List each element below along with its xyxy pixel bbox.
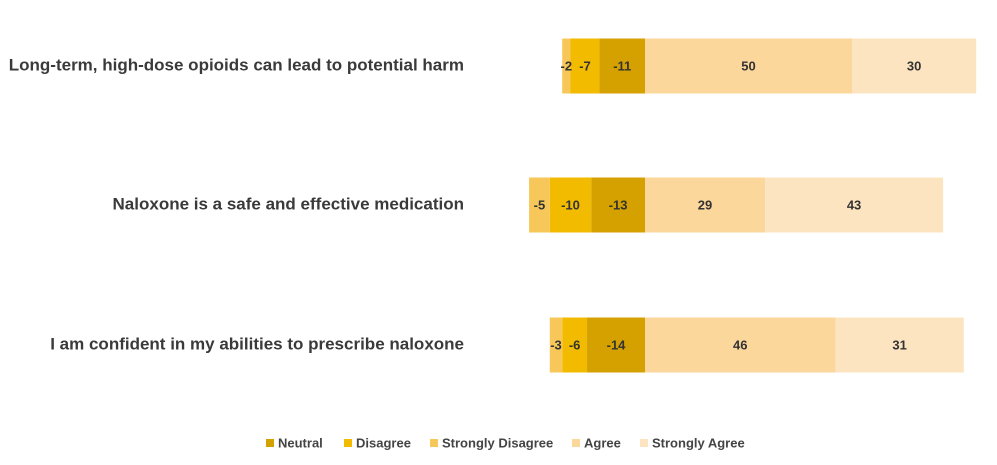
legend-label: Strongly Agree: [652, 435, 745, 450]
bar-segment: [765, 177, 944, 233]
bars: -11 -7 -2 50 30 -13 -10 -5 29 43 -14 -6 -3 46 31: [529, 38, 977, 373]
data-label: -13: [609, 197, 628, 212]
category-label: Long-term, high-dose opioids can lead to…: [9, 55, 464, 74]
legend-label: Agree: [584, 435, 621, 450]
bar-segment: [587, 317, 645, 373]
legend-label: Strongly Disagree: [442, 435, 553, 450]
legend-swatch: [572, 439, 580, 447]
data-label: -5: [534, 197, 546, 212]
bar-segment: [570, 38, 600, 94]
bar-segment: [591, 177, 645, 233]
data-label: -3: [550, 337, 562, 352]
bar-segment: [645, 177, 766, 233]
data-label: -11: [613, 58, 631, 73]
category-labels: Long-term, high-dose opioids can lead to…: [9, 55, 464, 353]
data-label: -14: [607, 337, 627, 352]
bar-segment: [529, 177, 550, 233]
data-label: 43: [847, 197, 861, 212]
category-label: I am confident in my abilities to prescr…: [50, 334, 464, 353]
data-label: -2: [561, 58, 573, 73]
legend-swatch: [640, 439, 648, 447]
legend-label: Neutral: [278, 435, 323, 450]
bar-segment: [549, 177, 592, 233]
legend: Neutral Disagree Strongly Disagree Agree Str…: [266, 435, 745, 450]
bar-segment: [645, 38, 852, 94]
data-label: -10: [561, 197, 580, 212]
data-label: 50: [741, 58, 755, 73]
legend-swatch: [430, 439, 438, 447]
bar-segment: [549, 317, 563, 373]
bar-segment: [599, 38, 645, 94]
bar-segment: [645, 317, 836, 373]
legend-swatch: [266, 439, 274, 447]
legend-swatch: [344, 439, 352, 447]
category-label: Naloxone is a safe and effective medicat…: [113, 194, 464, 213]
bar-segment: [562, 38, 571, 94]
bar-segment: [852, 38, 977, 94]
data-label: 29: [698, 197, 712, 212]
data-label: -7: [579, 58, 591, 73]
data-label: 30: [907, 58, 921, 73]
legend-label: Disagree: [356, 435, 411, 450]
data-label: 46: [733, 337, 747, 352]
bar-segment: [562, 317, 588, 373]
bar-segment: [835, 317, 964, 373]
data-label: -6: [569, 337, 581, 352]
data-label: 31: [892, 337, 906, 352]
